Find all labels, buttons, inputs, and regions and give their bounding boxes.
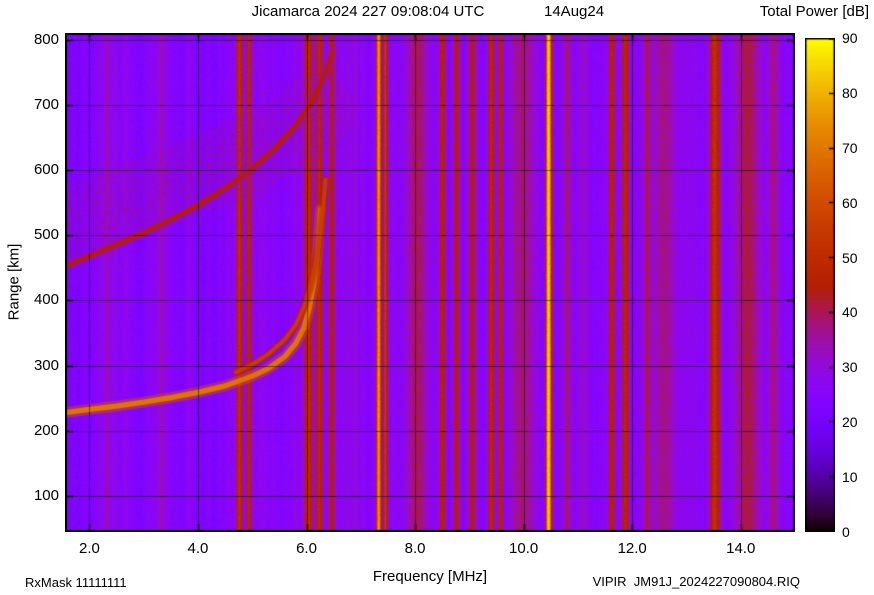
filename-label: VIPIR JM91J_2024227090804.RIQ	[592, 574, 800, 589]
colorbar-tick-label: 30	[842, 359, 858, 376]
colorbar-tick-label: 10	[842, 469, 858, 486]
colorbar-tick-label: 60	[842, 194, 858, 211]
x-axis-label: Frequency [MHz]	[372, 568, 488, 585]
colorbar-tick-label: 90	[842, 30, 858, 46]
y-axis-label: Range [km]	[5, 243, 23, 321]
y-tick-label: 400	[33, 291, 59, 309]
colorbar	[805, 38, 835, 532]
rxmask-label: RxMask 11111111	[25, 575, 127, 590]
colorbar-tick-label: 20	[842, 414, 858, 431]
x-tick-label: 4.0	[187, 540, 209, 557]
colorbar-tick-label: 50	[842, 249, 858, 266]
y-tick-label: 600	[33, 160, 59, 178]
y-tick-label: 700	[33, 95, 59, 113]
heatmap-canvas	[65, 33, 795, 532]
x-tick-label: 2.0	[78, 540, 100, 557]
colorbar-title: Total Power [dB]	[759, 3, 869, 20]
x-tick-label: 14.0	[726, 540, 756, 557]
x-tick-label: 12.0	[617, 540, 647, 557]
colorbar-tick-label: 0	[842, 524, 850, 540]
x-tick-label: 8.0	[404, 540, 426, 557]
y-tick-label: 500	[33, 226, 59, 244]
y-tick-label: 100	[33, 487, 59, 505]
x-tick-label: 6.0	[296, 540, 317, 557]
colorbar-tick-label: 80	[842, 84, 858, 101]
y-tick-label: 800	[33, 30, 59, 48]
colorbar-tick-label: 70	[842, 139, 858, 156]
plot-date: 14Aug24	[544, 3, 605, 20]
x-tick-label: 10.0	[509, 540, 539, 557]
y-tick-label: 200	[33, 421, 59, 439]
plot-title: Jicamarca 2024 227 09:08:04 UTC	[251, 3, 485, 20]
colorbar-tick-label: 40	[842, 304, 858, 321]
y-tick-label: 300	[33, 356, 59, 374]
